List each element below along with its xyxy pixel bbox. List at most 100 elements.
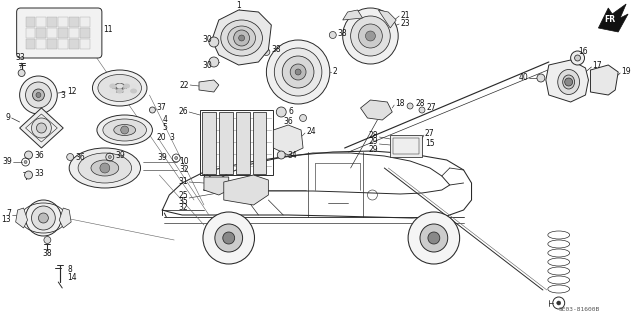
Circle shape: [407, 103, 413, 109]
Circle shape: [557, 301, 561, 305]
Circle shape: [36, 123, 46, 133]
Text: 15: 15: [425, 138, 435, 147]
Text: 9: 9: [6, 114, 11, 122]
Ellipse shape: [228, 26, 255, 50]
Text: 12: 12: [67, 86, 77, 95]
Circle shape: [277, 151, 285, 159]
Bar: [36, 39, 46, 49]
Circle shape: [282, 56, 314, 88]
Text: 26: 26: [179, 108, 188, 116]
Circle shape: [223, 232, 235, 244]
Text: 21: 21: [400, 11, 410, 19]
Circle shape: [239, 35, 244, 41]
Circle shape: [26, 200, 61, 236]
Bar: [80, 28, 90, 38]
Text: 28: 28: [415, 99, 424, 108]
Bar: [58, 17, 68, 27]
Circle shape: [571, 51, 584, 65]
Text: 33: 33: [35, 169, 44, 179]
Ellipse shape: [130, 88, 137, 93]
Bar: [47, 28, 58, 38]
Circle shape: [575, 55, 580, 61]
Text: 13: 13: [1, 216, 11, 225]
Polygon shape: [546, 60, 588, 102]
Polygon shape: [60, 208, 71, 228]
Polygon shape: [598, 4, 628, 32]
Text: 38: 38: [338, 28, 348, 38]
Ellipse shape: [91, 160, 119, 176]
Circle shape: [67, 153, 74, 160]
Circle shape: [33, 89, 44, 101]
Ellipse shape: [103, 119, 147, 141]
Text: 18: 18: [396, 99, 404, 108]
Circle shape: [209, 37, 219, 47]
Circle shape: [121, 126, 129, 134]
Circle shape: [209, 57, 219, 67]
Text: 32: 32: [179, 204, 188, 212]
Bar: [253, 112, 266, 174]
Text: 39: 39: [157, 153, 167, 162]
Ellipse shape: [113, 84, 127, 93]
Circle shape: [276, 107, 286, 117]
Bar: [69, 28, 79, 38]
Polygon shape: [204, 177, 228, 195]
Bar: [26, 28, 35, 38]
Circle shape: [24, 171, 33, 179]
Circle shape: [215, 224, 243, 252]
Circle shape: [351, 16, 390, 56]
Text: SE03-81600B: SE03-81600B: [559, 307, 600, 312]
Text: 22: 22: [180, 80, 189, 90]
Bar: [26, 17, 35, 27]
Ellipse shape: [563, 75, 575, 89]
Polygon shape: [20, 108, 63, 148]
Text: 11: 11: [103, 26, 113, 34]
Bar: [26, 39, 35, 49]
Ellipse shape: [69, 148, 141, 188]
Text: 30: 30: [202, 35, 212, 44]
Text: 2: 2: [333, 68, 337, 77]
Ellipse shape: [114, 124, 136, 136]
Circle shape: [275, 48, 322, 96]
Bar: [219, 112, 233, 174]
Text: 23: 23: [400, 19, 410, 27]
Bar: [393, 138, 419, 154]
Polygon shape: [342, 10, 362, 20]
Text: 5: 5: [163, 123, 167, 132]
Text: 10: 10: [179, 158, 189, 167]
Polygon shape: [591, 65, 618, 95]
Text: 1: 1: [237, 2, 241, 11]
Circle shape: [365, 31, 376, 41]
Text: 27: 27: [425, 129, 435, 137]
Text: 3: 3: [169, 133, 174, 143]
Ellipse shape: [78, 153, 132, 183]
Text: 6: 6: [288, 108, 293, 116]
Text: 25: 25: [179, 190, 188, 199]
Bar: [80, 39, 90, 49]
Text: 36: 36: [35, 151, 44, 160]
Text: 16: 16: [579, 48, 588, 56]
Circle shape: [537, 74, 545, 82]
Circle shape: [203, 212, 255, 264]
Circle shape: [24, 151, 33, 159]
Text: 38: 38: [42, 249, 52, 258]
Polygon shape: [199, 80, 219, 92]
Circle shape: [116, 85, 123, 91]
Text: 37: 37: [156, 103, 166, 113]
Circle shape: [108, 155, 111, 159]
Circle shape: [20, 76, 58, 114]
Bar: [200, 110, 273, 175]
Ellipse shape: [221, 20, 262, 56]
Text: 14: 14: [67, 273, 77, 283]
Text: 30: 30: [202, 61, 212, 70]
Circle shape: [36, 93, 41, 98]
Circle shape: [263, 48, 270, 56]
Circle shape: [234, 30, 250, 46]
Text: 29: 29: [369, 145, 378, 153]
Circle shape: [358, 24, 382, 48]
Ellipse shape: [92, 70, 147, 106]
Text: 36: 36: [75, 152, 85, 161]
Text: 8: 8: [67, 265, 72, 275]
Circle shape: [31, 118, 51, 138]
Circle shape: [330, 32, 336, 39]
Ellipse shape: [98, 75, 141, 101]
